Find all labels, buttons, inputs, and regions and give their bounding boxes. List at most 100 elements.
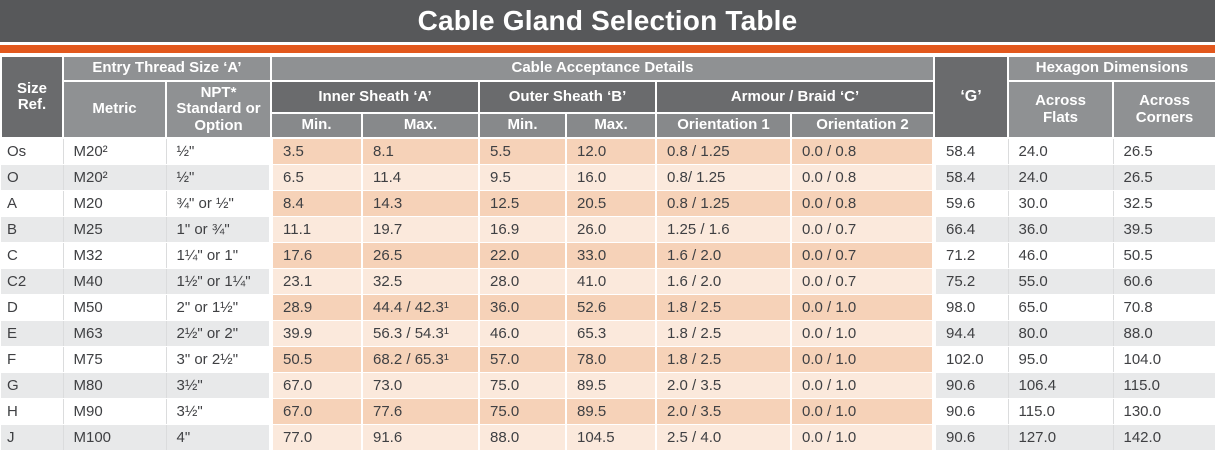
cell-inner_min: 23.1 [271, 268, 363, 295]
cell-outer_min: 36.0 [479, 294, 567, 321]
cell-metric: M75 [63, 346, 167, 373]
cell-across_corners: 32.5 [1113, 190, 1215, 217]
cell-outer_max: 65.3 [566, 320, 657, 347]
cell-metric: M63 [63, 320, 167, 347]
cell-inner_max: 11.4 [362, 164, 480, 191]
cell-metric: M80 [63, 372, 167, 399]
table-row: B M25 1" or ¾" 11.1 19.7 16.9 26.0 1.25 / 1.6 0.… [1, 216, 1215, 243]
header-cable-acceptance: Cable Acceptance Details [270, 55, 935, 82]
cell-metric: M100 [63, 424, 167, 451]
cell-npt: ½" [166, 164, 273, 191]
cell-metric: M20² [63, 138, 167, 165]
cell-orientation_2: 0.0 / 1.0 [791, 346, 936, 373]
cell-inner_max: 91.6 [362, 424, 480, 451]
header-hexagon-dimensions: Hexagon Dimensions [1006, 55, 1215, 82]
cell-g: 66.4 [934, 216, 1009, 243]
cell-orientation_2: 0.0 / 1.0 [791, 398, 936, 425]
table-row: A M20 ¾" or ½" 8.4 14.3 12.5 20.5 0.8 / 1.25 0.0… [1, 190, 1215, 217]
cell-orientation_1: 1.6 / 2.0 [656, 268, 792, 295]
cell-npt: 4" [166, 424, 273, 451]
cell-inner_min: 67.0 [271, 372, 363, 399]
cell-outer_max: 104.5 [566, 424, 657, 451]
cell-across_flats: 30.0 [1008, 190, 1114, 217]
cable-gland-table: Size Ref. Entry Thread Size ‘A’ Cable Ac… [0, 55, 1215, 451]
cell-orientation_1: 2.0 / 3.5 [656, 372, 792, 399]
cell-across_flats: 36.0 [1008, 216, 1114, 243]
table-row: F M75 3" or 2½" 50.5 68.2 / 65.3¹ 57.0 78.0 1.8… [1, 346, 1215, 373]
page-title: Cable Gland Selection Table [0, 0, 1215, 42]
cell-size_ref: C [1, 242, 64, 269]
header-across-corners: Across Corners [1111, 80, 1215, 139]
divider-gap-top [0, 42, 1215, 45]
cell-g: 75.2 [934, 268, 1009, 295]
cell-inner_min: 39.9 [271, 320, 363, 347]
cell-metric: M40 [63, 268, 167, 295]
header-g: ‘G’ [933, 55, 1009, 139]
header-inner-min: Min. [270, 112, 363, 139]
cell-g: 71.2 [934, 242, 1009, 269]
cell-npt: 1¼" or 1" [166, 242, 273, 269]
cell-size_ref: C2 [1, 268, 64, 295]
cell-orientation_1: 2.0 / 3.5 [656, 398, 792, 425]
cell-orientation_1: 0.8 / 1.25 [656, 138, 792, 165]
cell-g: 59.6 [934, 190, 1009, 217]
cell-outer_min: 88.0 [479, 424, 567, 451]
cell-outer_max: 41.0 [566, 268, 657, 295]
cell-size_ref: D [1, 294, 64, 321]
cell-size_ref: Os [1, 138, 64, 165]
cell-npt: ½" [166, 138, 273, 165]
cell-npt: 1½" or 1¼" [166, 268, 273, 295]
cell-orientation_2: 0.0 / 0.7 [791, 216, 936, 243]
header-entry-thread: Entry Thread Size ‘A’ [62, 55, 272, 82]
cell-g: 98.0 [934, 294, 1009, 321]
cell-across_flats: 24.0 [1008, 138, 1114, 165]
cell-across_corners: 70.8 [1113, 294, 1215, 321]
cell-outer_max: 89.5 [566, 372, 657, 399]
header-inner-sheath: Inner Sheath ‘A’ [270, 80, 480, 114]
cell-size_ref: B [1, 216, 64, 243]
cell-orientation_1: 1.25 / 1.6 [656, 216, 792, 243]
cell-outer_min: 75.0 [479, 398, 567, 425]
cell-inner_max: 19.7 [362, 216, 480, 243]
cell-across_corners: 39.5 [1113, 216, 1215, 243]
cell-size_ref: F [1, 346, 64, 373]
cell-g: 102.0 [934, 346, 1009, 373]
cell-size_ref: J [1, 424, 64, 451]
cell-inner_max: 56.3 / 54.3¹ [362, 320, 480, 347]
cell-orientation_1: 2.5 / 4.0 [656, 424, 792, 451]
cell-metric: M25 [63, 216, 167, 243]
cell-across_corners: 26.5 [1113, 138, 1215, 165]
cell-across_flats: 46.0 [1008, 242, 1114, 269]
cell-inner_min: 28.9 [271, 294, 363, 321]
cell-inner_min: 8.4 [271, 190, 363, 217]
cell-inner_max: 77.6 [362, 398, 480, 425]
cell-npt: ¾" or ½" [166, 190, 273, 217]
cell-inner_max: 26.5 [362, 242, 480, 269]
cell-npt: 3" or 2½" [166, 346, 273, 373]
cell-npt: 3½" [166, 372, 273, 399]
cell-across_flats: 95.0 [1008, 346, 1114, 373]
cell-across_corners: 60.6 [1113, 268, 1215, 295]
cell-outer_min: 28.0 [479, 268, 567, 295]
cell-orientation_1: 0.8 / 1.25 [656, 190, 792, 217]
table-body: Os M20² ½" 3.5 8.1 5.5 12.0 0.8 / 1.25 0.0 / 0.8… [1, 138, 1215, 451]
cell-orientation_2: 0.0 / 1.0 [791, 320, 936, 347]
header-orientation-1: Orientation 1 [655, 112, 792, 139]
cell-outer_min: 57.0 [479, 346, 567, 373]
cell-orientation_2: 0.0 / 0.8 [791, 190, 936, 217]
cell-outer_max: 12.0 [566, 138, 657, 165]
cell-size_ref: A [1, 190, 64, 217]
table-row: Os M20² ½" 3.5 8.1 5.5 12.0 0.8 / 1.25 0.0 / 0.8… [1, 138, 1215, 165]
cell-outer_max: 26.0 [566, 216, 657, 243]
cell-g: 58.4 [934, 164, 1009, 191]
header-metric: Metric [62, 80, 167, 139]
cell-outer_max: 33.0 [566, 242, 657, 269]
cell-across_corners: 50.5 [1113, 242, 1215, 269]
cell-across_flats: 24.0 [1008, 164, 1114, 191]
cell-orientation_1: 1.6 / 2.0 [656, 242, 792, 269]
cell-outer_max: 20.5 [566, 190, 657, 217]
divider-gap-bottom [0, 53, 1215, 55]
header-outer-min: Min. [478, 112, 567, 139]
cell-orientation_2: 0.0 / 1.0 [791, 294, 936, 321]
table-row: G M80 3½" 67.0 73.0 75.0 89.5 2.0 / 3.5 0.0 / 1.… [1, 372, 1215, 399]
